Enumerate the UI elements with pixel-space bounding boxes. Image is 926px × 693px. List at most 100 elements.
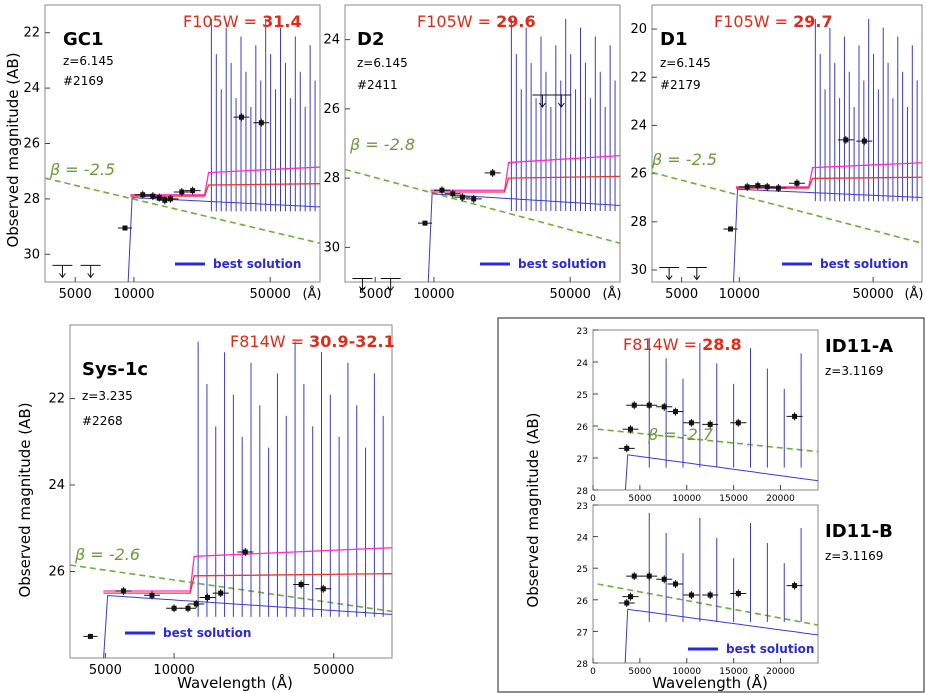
photometry-point bbox=[149, 592, 155, 598]
y-tick-label: 30 bbox=[23, 247, 40, 262]
beta-slope-label: β = -2.5 bbox=[651, 150, 717, 169]
y-tick-label: 22 bbox=[48, 392, 65, 407]
legend-label: best solution bbox=[213, 257, 301, 271]
photometry-point bbox=[471, 196, 477, 202]
photometry-point bbox=[624, 600, 630, 606]
photometry-point bbox=[218, 590, 224, 596]
legend-label: best solution bbox=[163, 626, 251, 640]
model-continuum bbox=[103, 595, 392, 658]
flux-value: 30.9-32.1 bbox=[309, 332, 395, 351]
photometry-point bbox=[631, 573, 637, 579]
y-tick-label: 26 bbox=[577, 597, 589, 607]
photometry-point bbox=[707, 421, 713, 427]
y-tick-label: 28 bbox=[577, 487, 589, 497]
x-tick-label: (Å) bbox=[904, 286, 923, 302]
photometry-point bbox=[450, 191, 456, 197]
photometry-point bbox=[190, 188, 196, 194]
photometry-point bbox=[242, 549, 248, 555]
upper-limit-arrow bbox=[387, 278, 395, 292]
y-tick-label: 28 bbox=[23, 192, 40, 207]
photometry-point bbox=[673, 409, 678, 415]
y-tick-label: 24 bbox=[23, 81, 40, 96]
beta-slope-line bbox=[345, 168, 620, 244]
upper-limit-arrow bbox=[359, 278, 366, 292]
x-tick-label: 5000 bbox=[359, 287, 392, 302]
panel-name: ID11-B bbox=[825, 521, 893, 542]
alt-model-magenta bbox=[130, 166, 320, 196]
upper-limit-arrow bbox=[557, 95, 565, 108]
flux-annotation: F814W = 28.8 bbox=[623, 335, 742, 354]
plot-frame bbox=[44, 4, 321, 283]
y-tick-label: 22 bbox=[23, 26, 40, 41]
photometry-point bbox=[792, 413, 798, 419]
panel-name: GC1 bbox=[63, 29, 104, 50]
y-tick-label: 24 bbox=[577, 359, 589, 369]
flux-value: 29.7 bbox=[793, 12, 832, 31]
photometry-point bbox=[185, 605, 191, 611]
plot-area bbox=[45, 18, 320, 282]
redshift-label: z=6.145 bbox=[660, 56, 711, 70]
x-tick-label: 10000 bbox=[113, 287, 154, 302]
photometry-point bbox=[298, 581, 304, 587]
id11-inset-frame bbox=[497, 317, 925, 693]
model-continuum bbox=[624, 608, 818, 663]
photometry-point bbox=[171, 605, 177, 611]
plot-frame bbox=[592, 504, 819, 664]
panel-d1: 20 22 24 26 28 30 5000 10000 50000 (Å) D1 z=6.145 #2… bbox=[630, 4, 924, 302]
x-tick-label: 5000 bbox=[628, 667, 651, 677]
x-tick-label: 5000 bbox=[665, 287, 698, 302]
x-tick-label: 10000 bbox=[672, 667, 701, 677]
x-tick-label: 0 bbox=[590, 494, 596, 504]
y-tick-label: 24 bbox=[48, 478, 65, 493]
object-id-label: #2169 bbox=[63, 74, 104, 88]
y-tick-label: 23 bbox=[577, 502, 588, 512]
y-tick-label: 26 bbox=[323, 102, 340, 117]
photometry-point bbox=[193, 601, 199, 607]
top-y-axis-label: Observed magnitude (AB) bbox=[4, 52, 22, 247]
photometry-point bbox=[624, 445, 630, 451]
photometry-point bbox=[688, 592, 694, 598]
y-tick-label: 27 bbox=[577, 455, 588, 465]
x-tick-label: 10000 bbox=[672, 494, 701, 504]
plot-frame bbox=[592, 329, 819, 491]
flux-annotation: F814W = 30.9-32.1 bbox=[230, 332, 395, 351]
flux-value: 28.8 bbox=[702, 335, 741, 354]
photometry-point bbox=[628, 426, 633, 432]
y-tick-label: 25 bbox=[577, 391, 588, 401]
x-tick-label: 50000 bbox=[852, 287, 893, 302]
plot-area bbox=[597, 338, 818, 490]
x-tick-label: (Å) bbox=[302, 286, 321, 302]
panel-name: D1 bbox=[660, 29, 687, 50]
y-tick-label: 28 bbox=[630, 215, 647, 230]
photometry-point bbox=[735, 590, 741, 596]
photometry-point bbox=[459, 194, 465, 200]
photometry-point bbox=[646, 573, 652, 579]
x-tick-label: 20000 bbox=[766, 494, 795, 504]
beta-slope-line bbox=[597, 428, 818, 453]
redshift-label: z=6.145 bbox=[357, 56, 408, 70]
beta-slope-label: β = -2.8 bbox=[349, 135, 415, 154]
flux-band: F814W = bbox=[230, 332, 309, 351]
photometry-point bbox=[688, 420, 694, 426]
model-continuum bbox=[427, 193, 620, 282]
y-tick-label: 24 bbox=[630, 118, 647, 133]
x-tick-label: 15000 bbox=[719, 667, 748, 677]
photometry-point bbox=[320, 586, 326, 592]
legend-label: best solution bbox=[518, 257, 606, 271]
photometry-point bbox=[238, 114, 244, 120]
beta-slope-line bbox=[652, 171, 922, 244]
panel-d2: 24 26 28 30 5000 10000 50000 (Å) D2 z=6.145 #2411 F… bbox=[323, 4, 622, 302]
y-tick-label: 26 bbox=[630, 167, 647, 182]
photometry-point bbox=[150, 193, 156, 199]
y-tick-label: 24 bbox=[323, 33, 340, 48]
x-tick-label: 10000 bbox=[719, 287, 760, 302]
upper-limit-arrow bbox=[693, 267, 701, 281]
photometry-point bbox=[120, 588, 126, 594]
photometry-point bbox=[258, 120, 264, 126]
plot-frame bbox=[344, 4, 621, 283]
object-id-label: #2179 bbox=[660, 78, 701, 92]
photometry-point bbox=[661, 404, 667, 410]
model-continuum bbox=[624, 454, 818, 490]
photometry-point bbox=[775, 185, 781, 191]
